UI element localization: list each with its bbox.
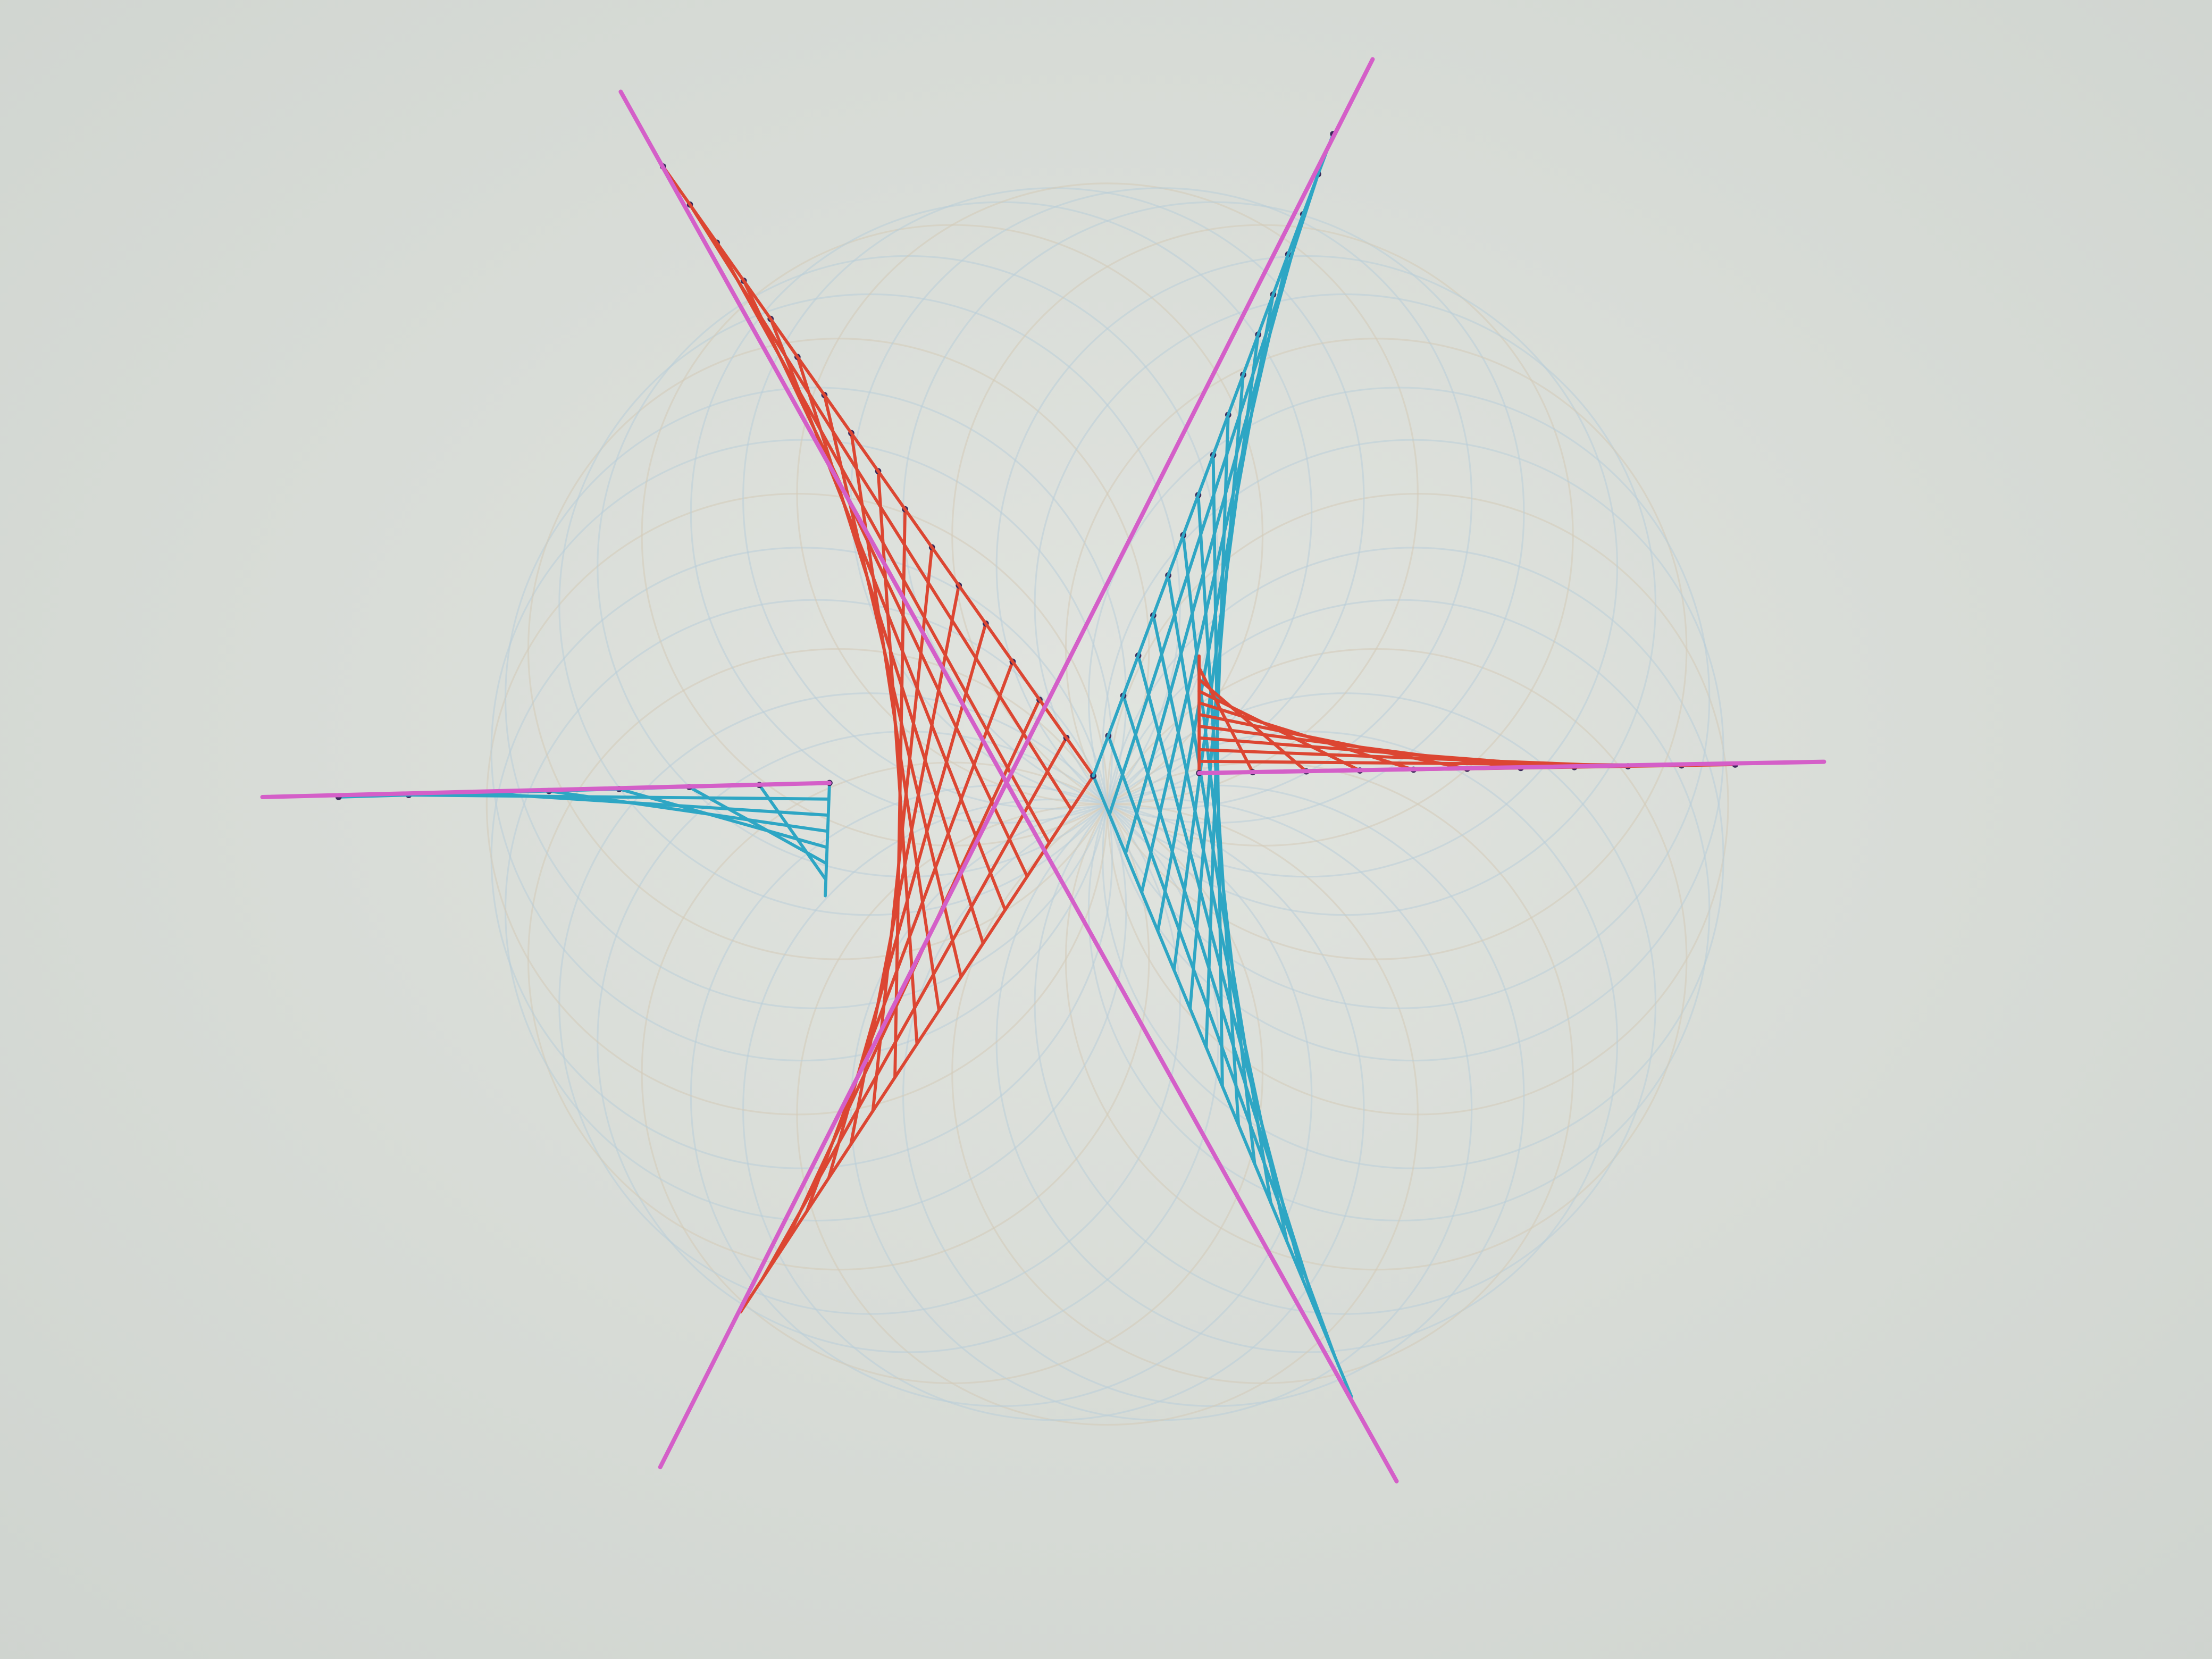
faint-circle-pattern: [485, 182, 1729, 1426]
pink-line: [1197, 759, 1826, 775]
string: [742, 279, 1029, 878]
string: [1188, 373, 1245, 1010]
string: [1124, 213, 1305, 856]
axis-lines: [260, 57, 1826, 1484]
string: [661, 165, 1095, 778]
string: [1108, 172, 1320, 817]
string: [758, 783, 828, 882]
faint-circle: [951, 224, 1574, 847]
faint-circle: [1087, 387, 1711, 1009]
string: [1092, 132, 1335, 778]
string: [407, 793, 831, 801]
string: [715, 241, 1051, 845]
string: [823, 393, 963, 979]
faint-circle: [1034, 293, 1657, 916]
pink-line: [260, 781, 832, 799]
string: [1204, 413, 1230, 1049]
string: [1211, 453, 1224, 1088]
faint-circle: [1065, 338, 1688, 960]
pink-line: [658, 57, 1375, 1470]
pink-line: [618, 89, 1399, 1484]
string: [824, 781, 831, 898]
faint-circle: [995, 255, 1619, 878]
string: [795, 355, 985, 945]
string: [688, 203, 1073, 811]
string: [688, 785, 828, 865]
